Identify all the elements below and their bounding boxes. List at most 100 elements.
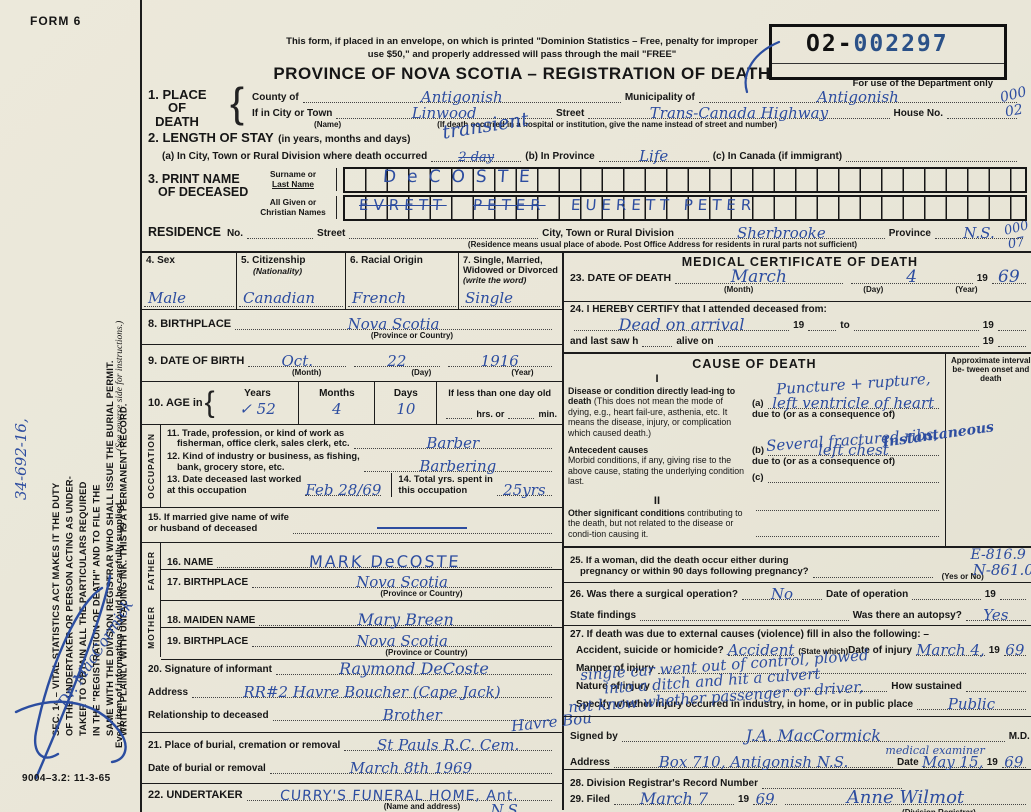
certify-from-hw: Dead on arrival — [618, 314, 745, 334]
cause-a-hw2: left ventricle of heart — [772, 393, 935, 412]
age-months-hw: 4 — [332, 399, 342, 418]
house-no-label: House No. — [893, 107, 943, 119]
occupation-tab: OCCUPATION — [142, 424, 161, 507]
dob-month-line: Oct. — [248, 351, 347, 370]
burial-place-hw: St Pauls R.C. Cem. — [377, 735, 520, 754]
field-operation: 26. Was there a surgical operation? No D… — [563, 583, 1031, 626]
last-worked-hw: Feb 28/69 — [305, 480, 382, 499]
birthplace-value-hw: Nova Scotia — [347, 314, 440, 333]
residence-province-line: N.S. — [935, 223, 1023, 242]
given-struck-hw: EVRETT — [358, 195, 448, 214]
stay-a-label: (a) In City, Town or Rural Division wher… — [162, 150, 428, 162]
dob-day-hw: 22 — [387, 351, 407, 370]
field-certify: 24. I HEREBY CERTIFY that I attended dec… — [564, 302, 1031, 352]
father-birthplace-hw: Nova Scotia — [356, 572, 448, 591]
department-only-note: For use of the Department only — [852, 78, 993, 89]
stay-b-line: Life — [598, 146, 709, 165]
dod-year-hw: 69 — [998, 266, 1020, 287]
serial-number: 002297 — [853, 31, 949, 57]
city-label: If in City or Town — [252, 107, 333, 119]
age-less-than-day: If less than one day old hrs. or min. — [446, 387, 557, 419]
age-months: Months 4 — [299, 381, 376, 424]
nature-line — [653, 678, 888, 692]
field-sex: 4. Sex Male — [142, 252, 237, 309]
informant-address-hw: RR#2 Havre Boucher (Cape Jack) — [243, 682, 501, 701]
form-body: O2-002297 For use of the Department only… — [140, 0, 1031, 812]
signed-address-line: Box 710, Antigonish N.S. — [613, 752, 894, 771]
field-citizenship: 5. Citizenship (Nationality) Canadian — [237, 252, 346, 309]
mother-name-hw: Mary Breen — [357, 609, 454, 629]
street-line: Trans-Canada Highway — [588, 105, 890, 120]
marital-value-hw: Single — [465, 288, 514, 307]
cause-c-line — [767, 469, 939, 483]
field-signed-address: Address Box 710, Antigonish N.S. Date Ma… — [563, 743, 1031, 771]
field-father-name: 16. NAME MARK DeCOSTE — [161, 543, 562, 571]
field-length-of-stay: 2. LENGTH OF STAY (in years, months and … — [142, 108, 1031, 165]
injury-year-hw: 69 — [1005, 640, 1025, 659]
field-date-of-death: 23. DATE OF DEATH March 4 19 69 (Month) … — [563, 266, 1031, 302]
age-check-hw: ✓ — [239, 399, 252, 418]
county-value-hw: Antigonish — [420, 87, 503, 106]
brace: { — [230, 78, 245, 126]
age-years: Years ✓ 52 — [217, 381, 300, 424]
residence-note: (Residence means usual place of abode. P… — [467, 239, 858, 249]
stay-a-struck-hw: 2 day — [458, 149, 495, 165]
accident-value-hw: Accident — [727, 640, 795, 659]
mother-tab: MOTHER — [142, 598, 161, 657]
father-tab: FATHER — [142, 542, 161, 599]
spouse-line — [292, 520, 552, 535]
signed-title-hw: medical examiner — [885, 743, 985, 757]
residence-province-hw: N.S. — [963, 223, 995, 242]
stay-b-value-hw: Life — [639, 146, 669, 165]
field-date-of-birth: 9. DATE OF BIRTH Oct. 22 1916 (Month) (D… — [142, 345, 562, 382]
dob-day-line: 22 — [354, 351, 440, 370]
dob-month-hw: Oct. — [281, 351, 314, 370]
field-age: 10. AGE in { Years ✓ 52 Months 4 Days 10 — [142, 381, 562, 425]
cause-descriptions: I Disease or condition directly lead-ing… — [567, 372, 745, 540]
manner-line — [657, 660, 1026, 674]
field-undertaker: 22. UNDERTAKER CURRY'S FUNERAL HOME, Ant… — [142, 784, 562, 812]
place-value-hw: Public — [947, 694, 996, 713]
dod-month-line: March — [675, 268, 843, 285]
municipality-label: Municipality of — [624, 91, 695, 103]
field-trade: 11. Trade, profession, or kind of work a… — [161, 425, 562, 451]
field-print-name: 3. PRINT NAME OF DECEASED Surname or Las… — [142, 163, 1031, 225]
field-filed: 29. Filed March 7 19 69 Anne Wilmot (Div… — [564, 786, 1031, 812]
other-cond-line1 — [755, 497, 939, 511]
personal-column: 4. Sex Male 5. Citizenship (Nationality)… — [142, 252, 593, 812]
surname-label: Surname or Last Name — [250, 168, 337, 192]
signed-date-line: May 15, — [922, 754, 983, 769]
place-line: Public — [917, 694, 1026, 713]
field-burial: 21. Place of burial, cremation or remova… — [142, 733, 562, 784]
mailing-note: This form, if placed in an envelope, on … — [286, 36, 758, 60]
age-days-hw: 10 — [396, 399, 416, 418]
municipality-line: Antigonish — [698, 89, 1017, 104]
registrar-signature-hw: Anne Wilmot — [846, 786, 965, 808]
cause-of-death-title: CAUSE OF DEATH — [692, 356, 817, 371]
county-label: County of — [252, 91, 299, 103]
row-4-7: 4. Sex Male 5. Citizenship (Nationality)… — [142, 252, 562, 310]
length-of-stay-label: 2. LENGTH OF STAY — [148, 129, 274, 145]
field-external-causes: 27. If death was due to external causes … — [563, 626, 1031, 717]
burial-date-hw: March 8th 1969 — [349, 758, 473, 777]
stay-b-label: (b) In Province — [525, 150, 595, 162]
surname-boxes: DeCOSTE — [343, 166, 1027, 193]
racial-origin-value-hw: French — [352, 288, 407, 307]
left-margin: FORM 6 34-692-16, SEC. 14 – VITAL STATIS… — [0, 0, 140, 812]
icd-code-hw: E-816.9 — [970, 546, 1026, 563]
signed-address-hw: Box 710, Antigonish N.S. — [658, 752, 849, 771]
burial-place-line: St Pauls R.C. Cem. — [344, 735, 552, 754]
interval-column: Approximate interval be- tween onset and… — [881, 353, 1031, 546]
filed-date-line: March 7 — [613, 790, 734, 806]
dob-year-line: 1916 — [447, 353, 552, 368]
field-pregnancy: 25. If a woman, did the death occur eith… — [563, 546, 1031, 583]
signed-value-hw: J.A. MacCormick — [745, 725, 881, 745]
autopsy-line: Yes — [965, 607, 1026, 622]
other-cond-line2 — [755, 523, 939, 537]
field-informant: 20. Signature of informant Raymond DeCos… — [142, 657, 593, 735]
page-title: PROVINCE OF NOVA SCOTIA – REGISTRATION O… — [273, 63, 771, 83]
filed-year-hw: 69 — [755, 789, 775, 808]
age-years-hw: 52 — [256, 399, 276, 418]
age-days: Days 10 — [375, 381, 438, 424]
